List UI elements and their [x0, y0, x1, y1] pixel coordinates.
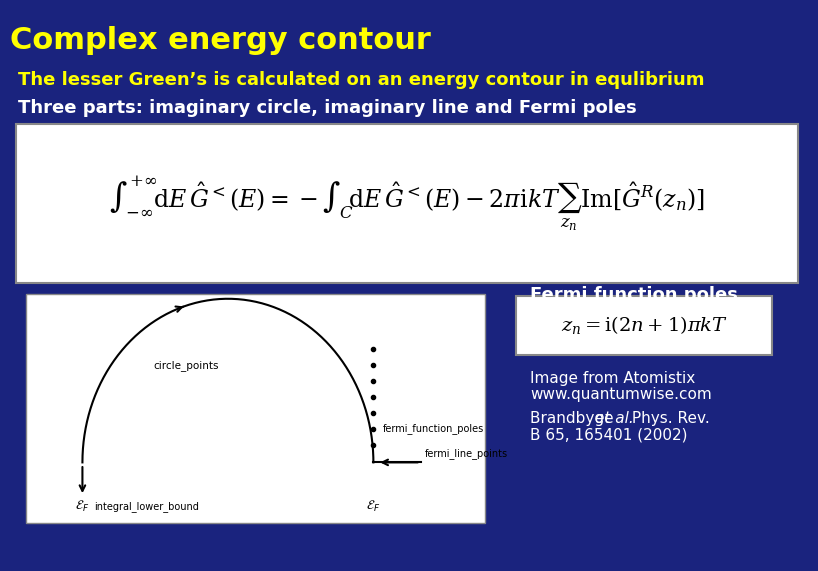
Text: $z_n = \mathrm{i}(2n+1)\pi kT$: $z_n = \mathrm{i}(2n+1)\pi kT$ [560, 314, 727, 336]
Text: Brandbyge: Brandbyge [530, 411, 618, 426]
Text: The lesser Green’s is calculated on an energy contour in equlibrium: The lesser Green’s is calculated on an e… [18, 71, 704, 89]
Text: www.quantumwise.com: www.quantumwise.com [530, 387, 712, 402]
Text: fermi_line_points: fermi_line_points [425, 448, 508, 459]
Text: B 65, 165401 (2002): B 65, 165401 (2002) [530, 427, 687, 442]
FancyBboxPatch shape [26, 294, 485, 523]
Text: Image from Atomistix: Image from Atomistix [530, 371, 695, 386]
Text: circle_points: circle_points [154, 360, 219, 371]
Text: $\mathcal{E}_F$: $\mathcal{E}_F$ [366, 499, 380, 514]
Text: $\int_{-\infty}^{+\infty}\!\mathrm{d}E\,\hat{G}^{<}(E) = -\int_{C}\!\mathrm{d}E\: $\int_{-\infty}^{+\infty}\!\mathrm{d}E\,… [109, 174, 705, 232]
Text: Phys. Rev.: Phys. Rev. [627, 411, 710, 426]
FancyBboxPatch shape [16, 124, 798, 283]
Text: integral_lower_bound: integral_lower_bound [94, 501, 199, 512]
Text: Fermi function poles: Fermi function poles [530, 286, 738, 304]
Text: et al.: et al. [595, 411, 634, 426]
Text: Three parts: imaginary circle, imaginary line and Fermi poles: Three parts: imaginary circle, imaginary… [18, 99, 636, 117]
FancyBboxPatch shape [516, 296, 772, 355]
Text: fermi_function_poles: fermi_function_poles [383, 423, 484, 434]
Text: $\mathcal{E}_F$: $\mathcal{E}_F$ [75, 499, 89, 514]
Text: Complex energy contour: Complex energy contour [10, 26, 431, 55]
